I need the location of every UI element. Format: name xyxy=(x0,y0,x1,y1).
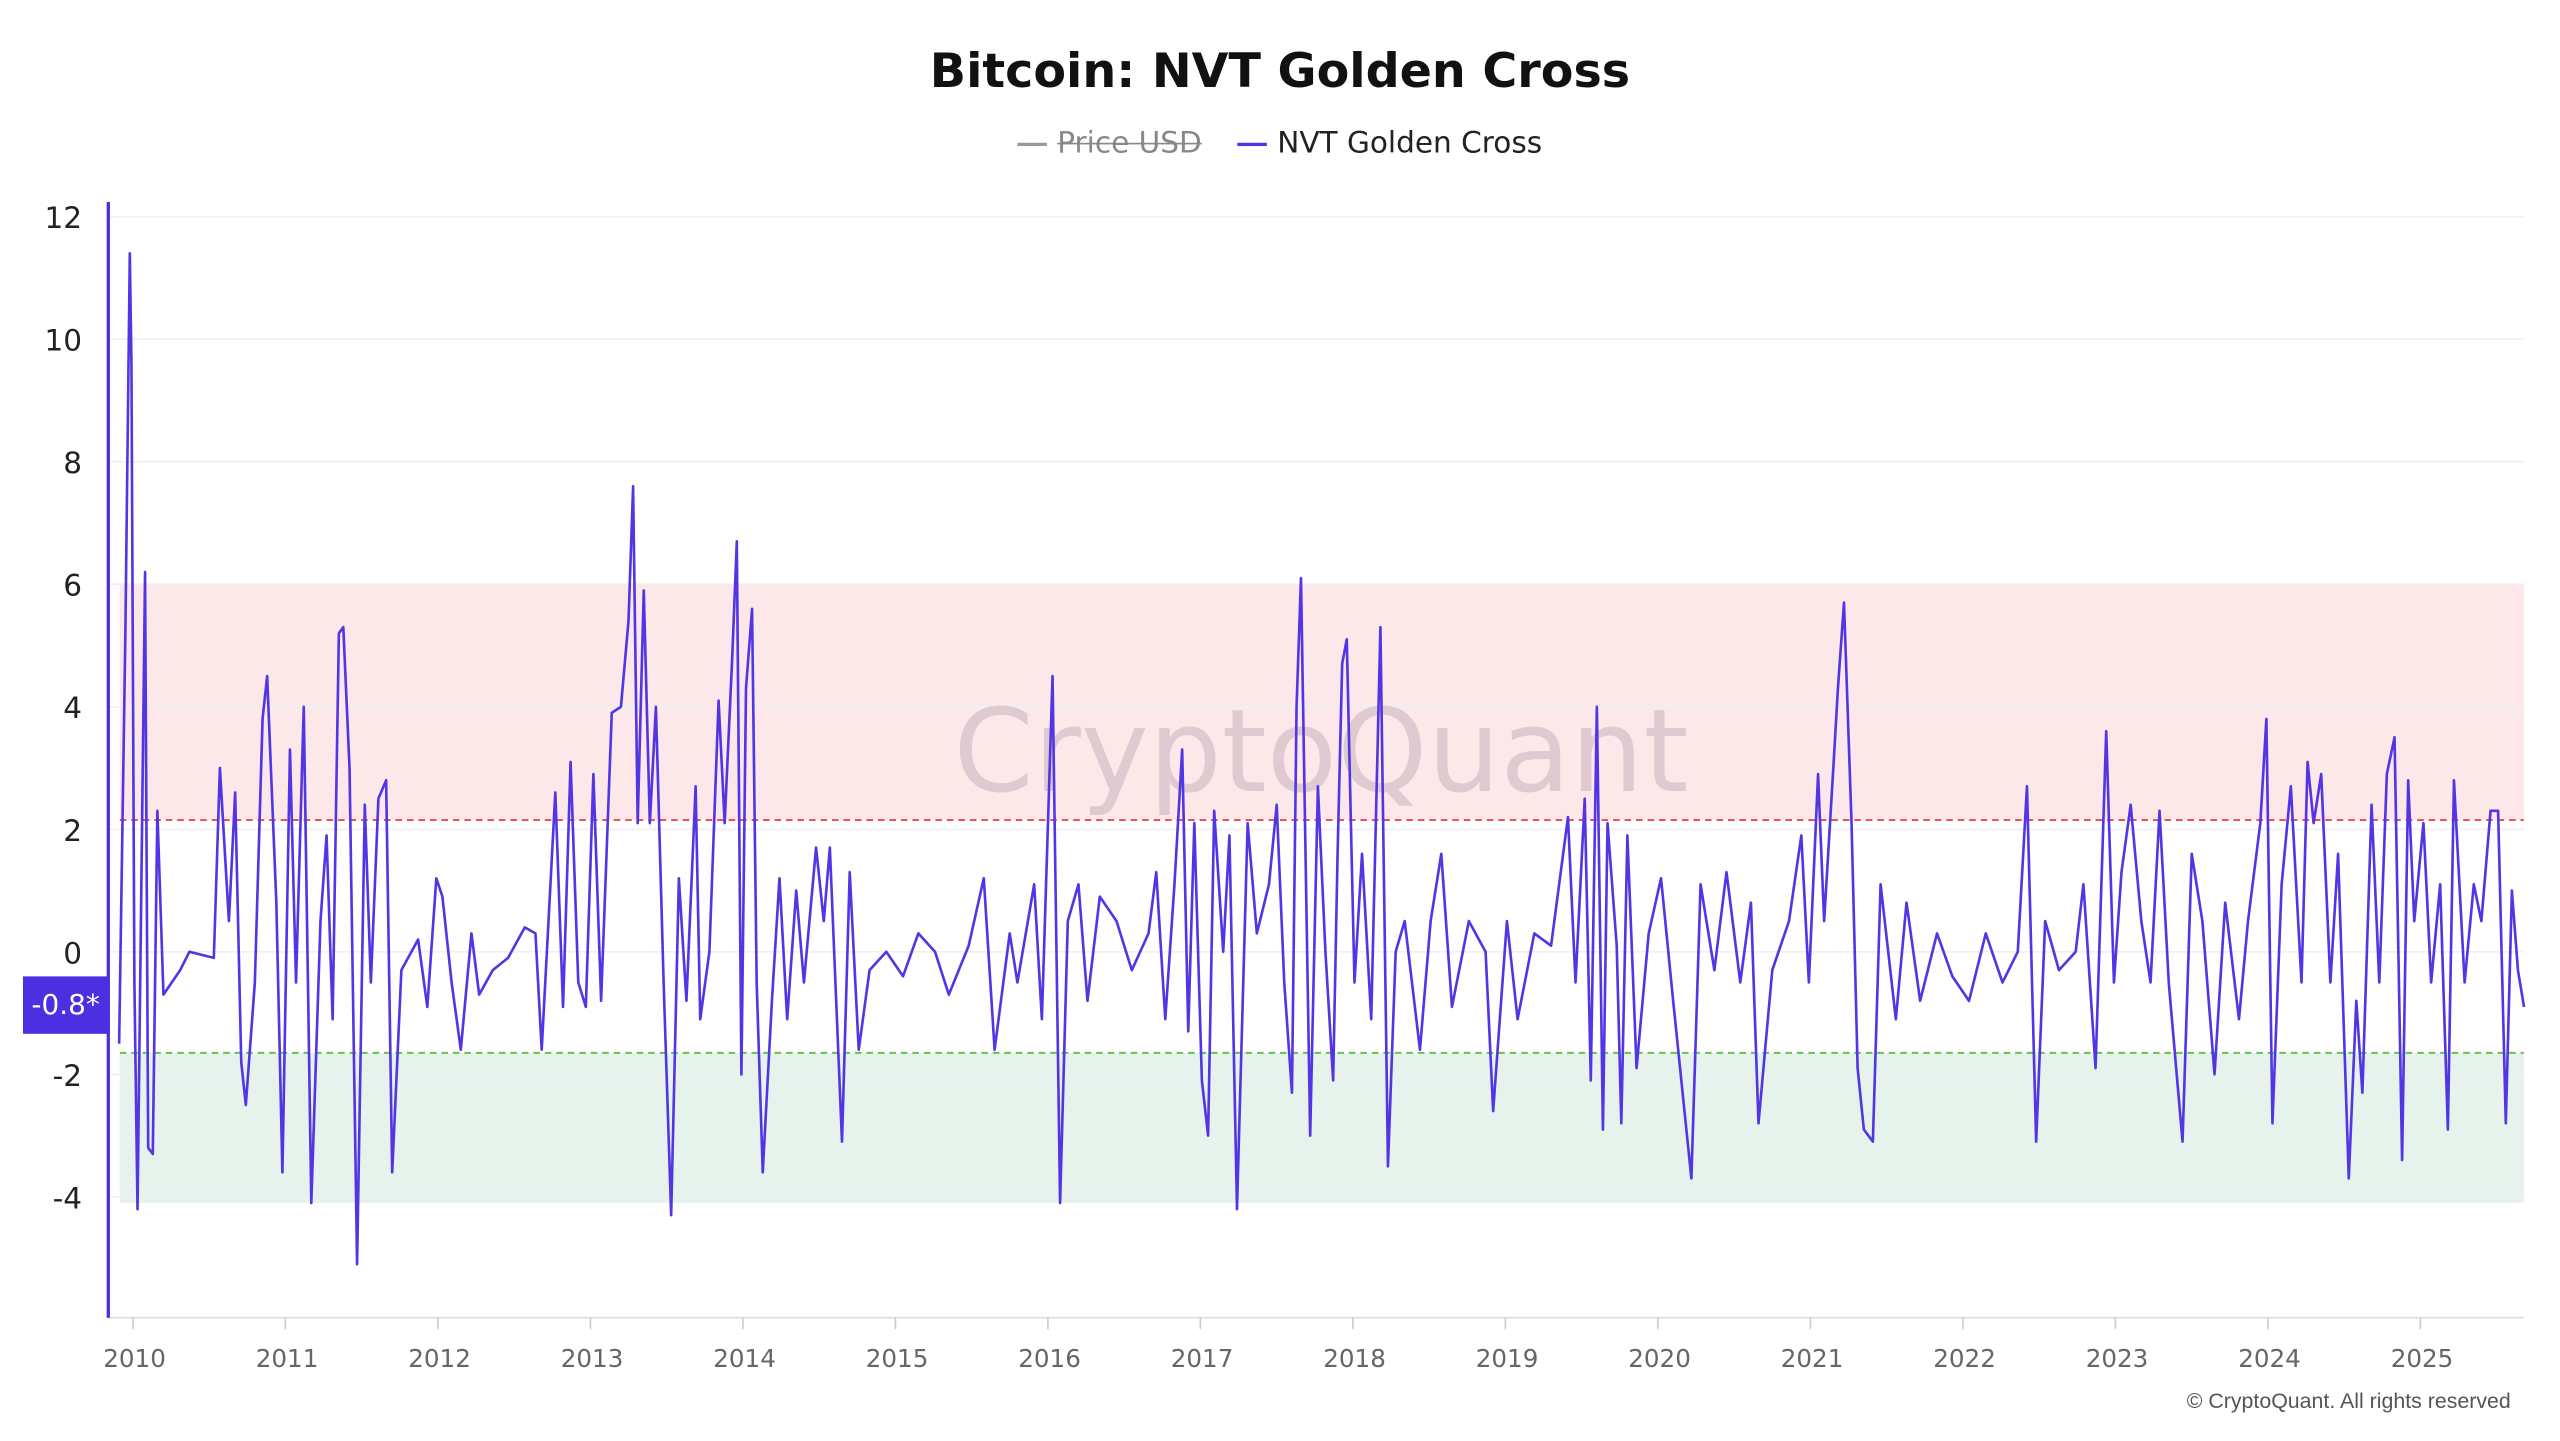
y-tick-label: 10 xyxy=(44,324,82,358)
x-tick-label: 2025 xyxy=(2391,1344,2454,1373)
x-tick-label: 2023 xyxy=(2086,1344,2149,1373)
y-tick-label: 4 xyxy=(63,691,82,725)
y-tick-label: 6 xyxy=(63,569,82,603)
legend-swatch-price xyxy=(1017,141,1048,146)
x-tick-label: 2016 xyxy=(1018,1344,1081,1373)
x-tick-label: 2015 xyxy=(866,1344,929,1373)
x-tick-label: 2020 xyxy=(1628,1344,1691,1373)
y-tick-label: -2 xyxy=(53,1059,82,1093)
x-tick-label: 2022 xyxy=(1933,1344,1996,1373)
y-tick-label: 0 xyxy=(63,936,82,970)
x-tick-label: 2014 xyxy=(713,1344,776,1373)
x-tick-label: 2011 xyxy=(256,1344,319,1373)
chart-title: Bitcoin: NVT Golden Cross xyxy=(929,42,1631,99)
current-value-label: -0.8* xyxy=(22,976,109,1034)
legend-item-price-usd[interactable]: Price USD xyxy=(1017,126,1202,161)
y-tick-label: -4 xyxy=(53,1181,82,1215)
legend-item-nvt-golden-cross[interactable]: NVT Golden Cross xyxy=(1237,126,1543,161)
x-tick-label: 2021 xyxy=(1781,1344,1844,1373)
x-tick-label: 2018 xyxy=(1323,1344,1386,1373)
x-tick-label: 2010 xyxy=(103,1344,166,1373)
x-tick-label: 2017 xyxy=(1171,1344,1234,1373)
x-tick-label: 2012 xyxy=(408,1344,471,1373)
y-tick-label: 12 xyxy=(44,201,82,235)
x-tick-label: 2019 xyxy=(1476,1344,1539,1373)
band-overheated xyxy=(119,584,2524,821)
y-tick-label: 2 xyxy=(63,814,82,848)
x-tick-label: 2024 xyxy=(2238,1344,2301,1373)
legend-label-price: Price USD xyxy=(1057,126,1202,161)
series-line-nvt-golden-cross xyxy=(117,252,2526,1266)
band-undervalued xyxy=(119,1052,2524,1203)
legend-swatch-nvt xyxy=(1237,141,1268,146)
legend: Price USD NVT Golden Cross xyxy=(0,126,2560,161)
legend-label-nvt: NVT Golden Cross xyxy=(1277,126,1543,161)
watermark-logo: CryptoQuant xyxy=(953,685,1688,819)
y-tick-label: 8 xyxy=(63,446,82,480)
x-tick-label: 2013 xyxy=(561,1344,624,1373)
copyright-footer: © CryptoQuant. All rights reserved xyxy=(2186,1388,2511,1413)
